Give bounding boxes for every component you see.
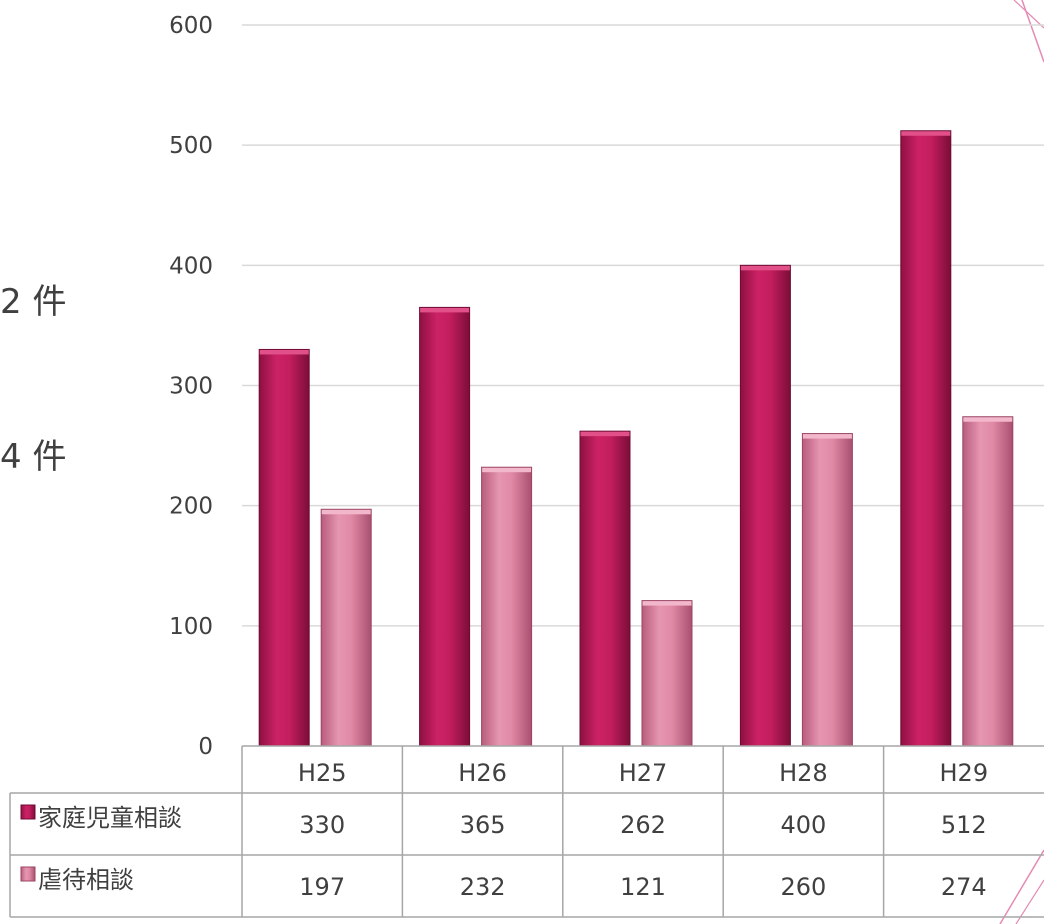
y-tick-label: 0	[198, 734, 213, 760]
bar-top-highlight	[900, 130, 951, 136]
bar-2-H28	[801, 433, 853, 747]
bar-2-H27	[641, 600, 693, 747]
x-category-label: H29	[940, 759, 989, 787]
bar-body	[900, 130, 951, 746]
bar-body	[321, 509, 372, 746]
bar-body	[802, 433, 853, 746]
legend-label: 虐待相談	[38, 866, 134, 894]
bar-top-highlight	[481, 467, 532, 473]
y-tick-label: 600	[169, 13, 213, 39]
data-table-value: 365	[460, 811, 506, 839]
data-table-value: 262	[620, 811, 666, 839]
bar-top-highlight	[419, 307, 470, 313]
bar-top-highlight	[580, 431, 630, 437]
x-category-label: H28	[779, 759, 828, 787]
bar-body	[419, 307, 470, 746]
y-tick-label: 200	[169, 494, 213, 520]
data-table-value: 330	[299, 811, 345, 839]
side-text-count-2: 4 件	[0, 437, 67, 477]
bar-body	[642, 600, 692, 746]
legend-swatch	[20, 804, 36, 820]
bar-top-highlight	[740, 265, 791, 271]
y-tick-label: 100	[169, 614, 213, 640]
bar-1-H25	[258, 348, 310, 747]
legend-swatch	[20, 866, 36, 882]
legend-label: 家庭児童相談	[38, 804, 182, 832]
bar-2-H26	[481, 466, 533, 747]
bar-top-highlight	[259, 349, 310, 355]
bar-2-H25	[320, 508, 372, 747]
bar-1-H27	[579, 430, 631, 747]
bar-2-H29	[962, 416, 1014, 747]
data-table-value: 260	[780, 873, 826, 901]
bar-top-highlight	[962, 416, 1013, 422]
bar-1-H26	[419, 306, 471, 747]
bar-1-H29	[900, 130, 952, 747]
bar-body	[259, 349, 310, 746]
x-category-label: H26	[458, 759, 507, 787]
bar-body	[962, 416, 1013, 746]
y-tick-label: 400	[169, 253, 213, 279]
data-table-value: 232	[460, 873, 506, 901]
bar-top-highlight	[321, 509, 372, 515]
bar-body	[740, 265, 791, 746]
data-table-value: 400	[780, 811, 826, 839]
data-table-value: 197	[299, 873, 345, 901]
data-table-value: 512	[941, 811, 987, 839]
x-category-label: H27	[619, 759, 668, 787]
data-table-value: 274	[941, 873, 987, 901]
y-tick-label: 300	[169, 374, 213, 400]
y-tick-label: 500	[169, 133, 213, 159]
bar-body	[481, 467, 532, 746]
bar-1-H28	[739, 264, 791, 747]
bar-top-highlight	[802, 433, 853, 439]
data-table-value: 121	[620, 873, 666, 901]
bar-top-highlight	[642, 600, 692, 606]
side-text-count-1: 2 件	[0, 282, 67, 322]
bar-body	[580, 431, 630, 746]
x-category-label: H25	[298, 759, 347, 787]
